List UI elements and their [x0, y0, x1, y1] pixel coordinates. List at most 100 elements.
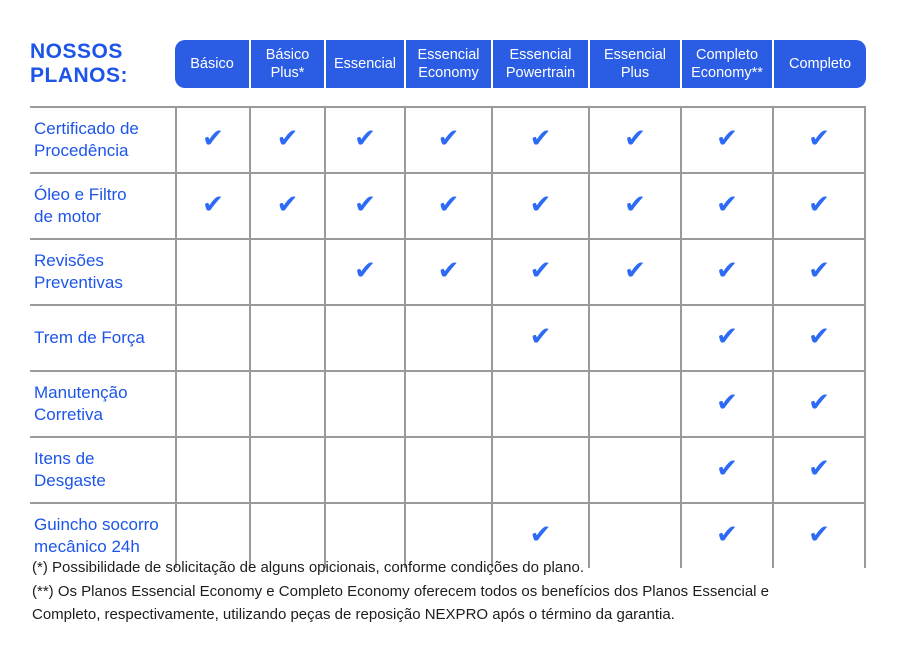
feature-excluded-cell [249, 238, 324, 304]
checkmark-icon: ✔ [202, 124, 224, 154]
feature-excluded-cell [249, 502, 324, 568]
feature-included-cell: ✔ [491, 304, 588, 370]
feature-included-cell: ✔ [772, 106, 866, 172]
feature-included-cell: ✔ [680, 502, 772, 568]
feature-included-cell: ✔ [680, 238, 772, 304]
feature-included-cell: ✔ [680, 172, 772, 238]
checkmark-icon: ✔ [716, 190, 738, 220]
feature-included-cell: ✔ [404, 238, 491, 304]
feature-excluded-cell [249, 436, 324, 502]
feature-included-cell: ✔ [680, 304, 772, 370]
feature-excluded-cell [324, 502, 404, 568]
feature-label: Guincho socorro mecânico 24h [30, 502, 175, 568]
checkmark-icon: ✔ [437, 124, 460, 154]
feature-included-cell: ✔ [491, 238, 588, 304]
feature-excluded-cell [175, 436, 249, 502]
checkmark-icon: ✔ [716, 256, 738, 286]
feature-excluded-cell [588, 502, 680, 568]
checkmark-icon: ✔ [437, 256, 460, 286]
feature-included-cell: ✔ [175, 172, 249, 238]
checkmark-icon: ✔ [202, 190, 224, 220]
plan-column-header: Básico [175, 40, 249, 88]
feature-excluded-cell [175, 370, 249, 436]
checkmark-icon: ✔ [808, 454, 830, 484]
feature-included-cell: ✔ [404, 172, 491, 238]
checkmark-icon: ✔ [808, 124, 830, 154]
checkmark-icon: ✔ [808, 256, 830, 286]
footnote-double-asterisk: (**) Os Planos Essencial Economy e Compl… [32, 582, 770, 624]
checkmark-icon: ✔ [529, 190, 552, 220]
feature-included-cell: ✔ [249, 172, 324, 238]
feature-label: Trem de Força [30, 304, 175, 370]
checkmark-icon: ✔ [808, 520, 830, 550]
plan-column-header: Completo Economy** [680, 40, 772, 88]
feature-excluded-cell [324, 304, 404, 370]
feature-excluded-cell [491, 370, 588, 436]
checkmark-icon: ✔ [808, 322, 830, 352]
plan-column-header: Essencial [324, 40, 404, 88]
feature-included-cell: ✔ [772, 172, 866, 238]
checkmark-icon: ✔ [529, 322, 552, 352]
footnotes: (*) Possibilidade de solicitação de algu… [32, 556, 780, 627]
feature-excluded-cell [404, 370, 491, 436]
feature-included-cell: ✔ [680, 436, 772, 502]
feature-excluded-cell [404, 436, 491, 502]
feature-excluded-cell [588, 436, 680, 502]
feature-included-cell: ✔ [588, 106, 680, 172]
feature-included-cell: ✔ [680, 106, 772, 172]
checkmark-icon: ✔ [716, 454, 738, 484]
feature-excluded-cell [175, 304, 249, 370]
plan-column-header: Completo [772, 40, 866, 88]
feature-included-cell: ✔ [588, 172, 680, 238]
feature-excluded-cell [588, 370, 680, 436]
plan-column-header: Essencial Plus [588, 40, 680, 88]
feature-excluded-cell [404, 304, 491, 370]
checkmark-icon: ✔ [716, 520, 738, 550]
page-title: NOSSOS PLANOS: [30, 39, 128, 87]
footnote-single-asterisk: (*) Possibilidade de solicitação de algu… [32, 559, 584, 576]
feature-excluded-cell [324, 370, 404, 436]
checkmark-icon: ✔ [529, 256, 552, 286]
checkmark-icon: ✔ [529, 520, 552, 550]
feature-included-cell: ✔ [491, 172, 588, 238]
plan-column-header: Essencial Economy [404, 40, 491, 88]
feature-excluded-cell [404, 502, 491, 568]
feature-included-cell: ✔ [324, 106, 404, 172]
feature-excluded-cell [249, 304, 324, 370]
checkmark-icon: ✔ [808, 388, 830, 418]
feature-included-cell: ✔ [175, 106, 249, 172]
feature-included-cell: ✔ [772, 238, 866, 304]
feature-included-cell: ✔ [491, 106, 588, 172]
feature-label: Revisões Preventivas [30, 238, 175, 304]
feature-label: Certificado de Procedência [30, 106, 175, 172]
checkmark-icon: ✔ [624, 124, 646, 154]
checkmark-icon: ✔ [716, 388, 738, 418]
feature-label: Manutenção Corretiva [30, 370, 175, 436]
checkmark-icon: ✔ [624, 190, 646, 220]
feature-included-cell: ✔ [491, 502, 588, 568]
feature-excluded-cell [588, 304, 680, 370]
feature-included-cell: ✔ [680, 370, 772, 436]
checkmark-icon: ✔ [624, 256, 646, 286]
feature-label: Óleo e Filtro de motor [30, 172, 175, 238]
feature-included-cell: ✔ [772, 370, 866, 436]
checkmark-icon: ✔ [808, 190, 830, 220]
checkmark-icon: ✔ [529, 124, 552, 154]
feature-excluded-cell [324, 436, 404, 502]
checkmark-icon: ✔ [354, 256, 376, 286]
feature-included-cell: ✔ [772, 304, 866, 370]
checkmark-icon: ✔ [716, 124, 738, 154]
feature-label: Itens de Desgaste [30, 436, 175, 502]
plan-column-header: Básico Plus* [249, 40, 324, 88]
feature-included-cell: ✔ [404, 106, 491, 172]
plans-comparison-table: NOSSOS PLANOS: Básico Básico Plus* Essenci… [30, 40, 866, 568]
plan-column-header: Essencial Powertrain [491, 40, 588, 88]
feature-included-cell: ✔ [772, 436, 866, 502]
feature-included-cell: ✔ [772, 502, 866, 568]
feature-included-cell: ✔ [588, 238, 680, 304]
feature-excluded-cell [491, 436, 588, 502]
checkmark-icon: ✔ [276, 124, 299, 154]
feature-included-cell: ✔ [324, 238, 404, 304]
checkmark-icon: ✔ [276, 190, 299, 220]
